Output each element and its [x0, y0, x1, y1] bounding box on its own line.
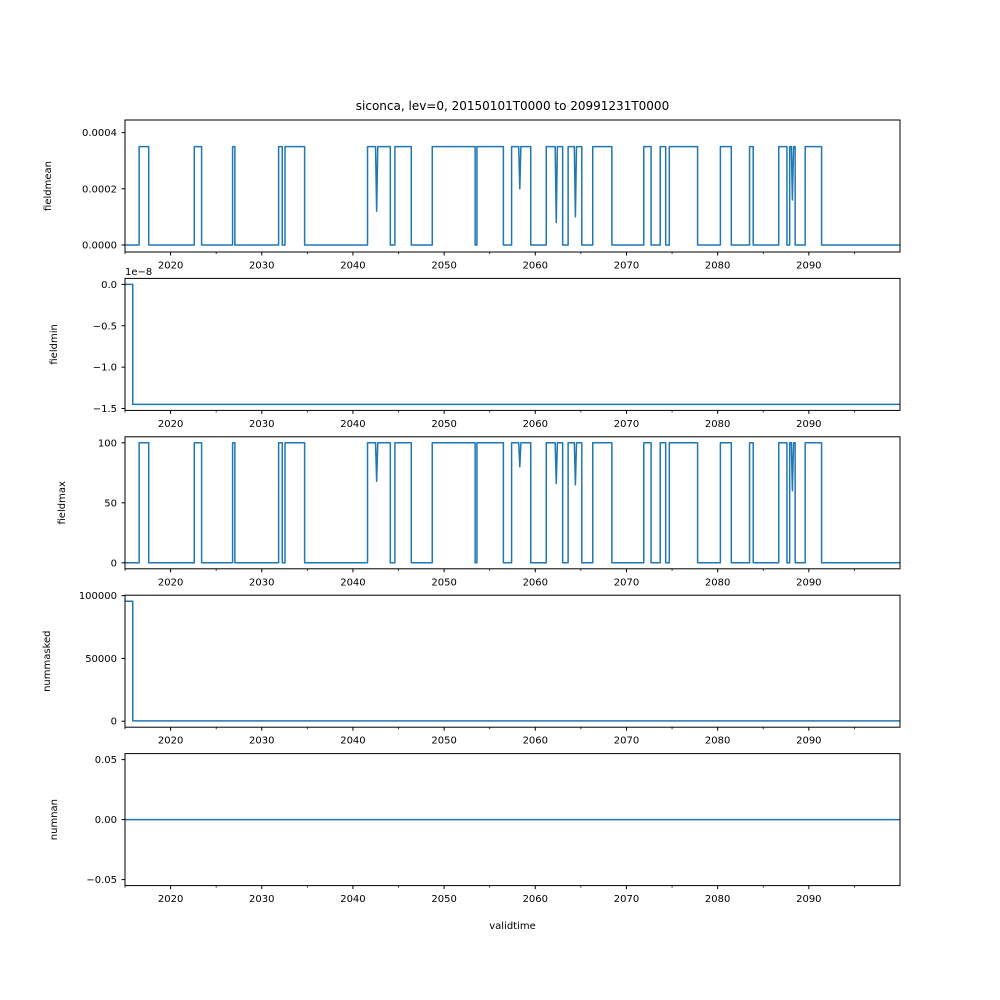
- y-axis-label-numnan: numnan: [49, 799, 60, 840]
- axes-frame-nummasked: [124, 594, 901, 728]
- x-tick-label-fieldmin-2090: 2090: [796, 419, 821, 430]
- x-tick-label-nummasked-2070: 2070: [614, 736, 639, 747]
- y-tick-label-nummasked-2: 100000: [79, 591, 117, 602]
- panel-fieldmean: 2020 2030 2040 2050 2060 2070 2080 2090 0.0000 0.…: [82, 119, 901, 272]
- x-axis-label: validtime: [489, 921, 536, 932]
- x-tick-label-nummasked-2050: 2050: [431, 736, 456, 747]
- x-tick-label-fieldmean-2030: 2030: [249, 261, 274, 272]
- x-tick-label-fieldmax-2030: 2030: [249, 577, 274, 588]
- x-tick-label-fieldmean-2080: 2080: [705, 261, 730, 272]
- x-tick-label-fieldmin-2060: 2060: [523, 419, 548, 430]
- data-line-fieldmean: [125, 145, 900, 246]
- x-tick-label-numnan-2070: 2070: [614, 894, 639, 905]
- x-tick-label-fieldmin-2070: 2070: [614, 419, 639, 430]
- x-tick-label-fieldmax-2060: 2060: [523, 577, 548, 588]
- y-tick-label-numnan-2: 0.05: [95, 755, 117, 766]
- axes-frame-fieldmax: [124, 436, 901, 570]
- x-tick-label-numnan-2050: 2050: [431, 894, 456, 905]
- x-tick-label-fieldmean-2050: 2050: [431, 261, 456, 272]
- y-tick-label-numnan-1: 0.00: [95, 815, 117, 826]
- y-tick-label-fieldmax-2: 100: [98, 438, 117, 449]
- x-tick-label-nummasked-2090: 2090: [796, 736, 821, 747]
- x-tick-label-fieldmax-2090: 2090: [796, 577, 821, 588]
- x-tick-label-nummasked-2060: 2060: [523, 736, 548, 747]
- x-tick-label-fieldmean-2020: 2020: [158, 261, 183, 272]
- data-line-nummasked: [125, 600, 900, 722]
- x-tick-label-fieldmin-2020: 2020: [158, 419, 183, 430]
- y-tick-label-fieldmax-0: 0: [111, 558, 117, 569]
- y-tick-label-fieldmin-0: 0.0: [101, 280, 117, 291]
- y-axis-offset-text-fieldmin: 1e−8: [125, 267, 152, 278]
- y-tick-label-fieldmax-1: 50: [104, 498, 117, 509]
- y-tick-label-nummasked-0: 0: [111, 717, 117, 728]
- x-tick-label-fieldmax-2070: 2070: [614, 577, 639, 588]
- y-tick-label-fieldmean-0: 0.0000: [82, 240, 117, 251]
- x-tick-label-numnan-2020: 2020: [158, 894, 183, 905]
- y-tick-label-fieldmin-3: −1.5: [93, 404, 117, 415]
- y-axis-label-fieldmin: fieldmin: [49, 324, 60, 364]
- y-axis-label-nummasked: nummasked: [42, 630, 53, 691]
- x-tick-label-fieldmean-2090: 2090: [796, 261, 821, 272]
- y-tick-label-fieldmean-1: 0.0002: [82, 184, 117, 195]
- x-tick-label-nummasked-2040: 2040: [340, 736, 365, 747]
- x-tick-label-fieldmax-2050: 2050: [431, 577, 456, 588]
- x-tick-label-fieldmean-2060: 2060: [523, 261, 548, 272]
- axes-frame-fieldmin: [124, 277, 901, 411]
- y-tick-label-nummasked-1: 50000: [85, 654, 117, 665]
- x-tick-label-fieldmin-2030: 2030: [249, 419, 274, 430]
- panel-numnan: 2020 2030 2040 2050 2060 2070 2080 2090 −0.05 0.0…: [86, 753, 901, 905]
- panel-fieldmin: 2020 2030 2040 2050 2060 2070 2080 2090 0.0 −0.5 −…: [93, 277, 901, 430]
- x-tick-label-nummasked-2080: 2080: [705, 736, 730, 747]
- data-line-fieldmin: [125, 283, 900, 406]
- y-axis-label-fieldmax: fieldmax: [57, 481, 68, 524]
- panel-fieldmax: 2020 2030 2040 2050 2060 2070 2080 2090 0 50 100: [98, 436, 901, 588]
- x-tick-label-fieldmean-2070: 2070: [614, 261, 639, 272]
- x-tick-label-numnan-2030: 2030: [249, 894, 274, 905]
- x-tick-label-fieldmax-2020: 2020: [158, 577, 183, 588]
- y-axis-label-fieldmean: fieldmean: [43, 161, 54, 211]
- panel-nummasked: 2020 2030 2040 2050 2060 2070 2080 2090 0 50000 10…: [79, 591, 901, 747]
- x-tick-label-fieldmin-2050: 2050: [431, 419, 456, 430]
- x-tick-label-numnan-2040: 2040: [340, 894, 365, 905]
- x-tick-label-fieldmin-2080: 2080: [705, 419, 730, 430]
- x-tick-label-numnan-2060: 2060: [523, 894, 548, 905]
- x-tick-label-fieldmax-2080: 2080: [705, 577, 730, 588]
- x-tick-label-nummasked-2020: 2020: [158, 736, 183, 747]
- x-tick-label-fieldmax-2040: 2040: [340, 577, 365, 588]
- y-tick-label-fieldmean-2: 0.0004: [82, 128, 117, 139]
- y-tick-label-numnan-0: −0.05: [86, 875, 117, 886]
- y-tick-label-fieldmin-2: −1.0: [93, 363, 117, 374]
- x-tick-label-numnan-2090: 2090: [796, 894, 821, 905]
- y-tick-label-fieldmin-1: −0.5: [93, 321, 117, 332]
- axes-frame-fieldmean: [124, 119, 901, 253]
- data-line-fieldmax: [125, 442, 900, 564]
- x-tick-label-numnan-2080: 2080: [705, 894, 730, 905]
- x-tick-label-fieldmin-2040: 2040: [340, 419, 365, 430]
- x-tick-label-nummasked-2030: 2030: [249, 736, 274, 747]
- figure-title: siconca, lev=0, 20150101T0000 to 2099123…: [356, 99, 669, 113]
- panels-group: 2020 2030 2040 2050 2060 2070 2080 20900.00000.…: [79, 119, 901, 905]
- x-tick-label-fieldmean-2040: 2040: [340, 261, 365, 272]
